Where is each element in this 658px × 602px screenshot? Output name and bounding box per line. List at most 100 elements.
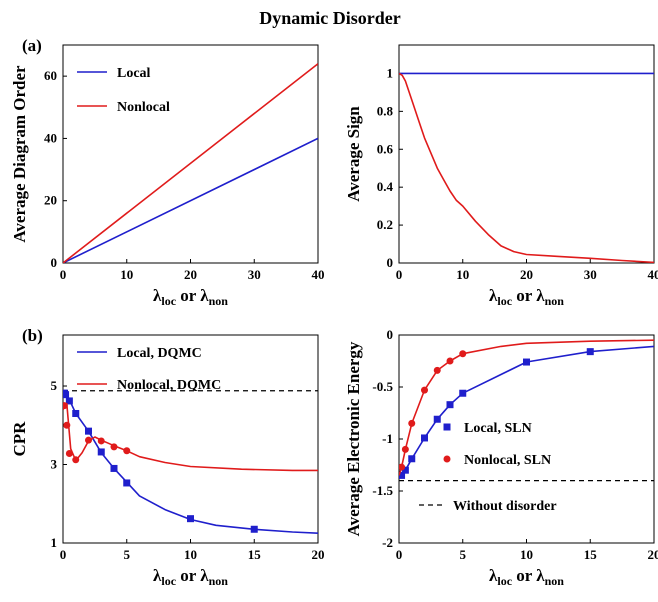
- y-tick-label: 0.2: [377, 217, 393, 232]
- data-point: [523, 358, 530, 366]
- data-point: [110, 443, 118, 451]
- y-tick-label: 1: [387, 65, 394, 80]
- y-tick-label: 0.6: [377, 141, 394, 156]
- data-point: [401, 466, 409, 474]
- data-point: [586, 348, 594, 356]
- legend-entry: Local: [77, 66, 151, 81]
- data-point: [408, 419, 416, 427]
- legend-entry: Nonlocal, DQMC: [77, 378, 221, 393]
- series-line: [399, 72, 654, 263]
- x-tick-label: 20: [648, 547, 658, 562]
- data-point: [446, 357, 454, 365]
- legend-swatch: [443, 423, 451, 431]
- legend-entry: Nonlocal, SLN: [443, 453, 551, 468]
- legend-entry: Nonlocal: [77, 100, 170, 115]
- x-axis-label: λloc or λnon: [153, 286, 228, 308]
- data-point: [123, 447, 131, 455]
- x-tick-label: 10: [120, 267, 133, 282]
- x-tick-label: 5: [124, 547, 131, 562]
- data-point: [72, 409, 80, 417]
- y-tick-label: 3: [51, 457, 58, 472]
- x-tick-label: 30: [248, 267, 261, 282]
- legend-label: Local, DQMC: [117, 346, 202, 361]
- data-point: [459, 350, 467, 358]
- x-tick-label: 10: [520, 547, 533, 562]
- legend-entry: Without disorder: [419, 499, 557, 514]
- x-tick-label: 20: [184, 267, 197, 282]
- data-point: [63, 421, 71, 429]
- x-axis-label: λloc or λnon: [489, 566, 564, 588]
- panel-average-sign: 0 10 20 30 40 0 0.2 0.4 0.6 0.8 1 λloc or λnon Avera…: [344, 44, 658, 308]
- legend-label: Without disorder: [453, 499, 557, 514]
- x-tick-label: 0: [60, 267, 67, 282]
- series-line: [63, 391, 318, 534]
- x-tick-label: 30: [584, 267, 597, 282]
- data-point: [65, 397, 73, 405]
- panel-diagram-order: 0 10 20 30 40 0 20 40 60 λloc or λnon Average Diag…: [10, 36, 325, 308]
- series-line: [63, 402, 318, 472]
- data-point: [110, 464, 118, 472]
- series-line: [63, 63, 318, 263]
- y-tick-label: -1: [382, 431, 393, 446]
- figure-title: Dynamic Disorder: [259, 8, 400, 28]
- x-tick-label: 20: [312, 547, 325, 562]
- y-tick-label: 0.4: [377, 179, 394, 194]
- legend-swatch: [443, 455, 451, 463]
- legend-label: Nonlocal, SLN: [464, 453, 551, 468]
- series-layer: [399, 339, 654, 480]
- panel-electronic-energy: 0 5 10 15 20 -2 -1.5 -1 -0.5 0 λloc or λnon Average…: [344, 327, 658, 588]
- series-line: [63, 137, 318, 263]
- x-tick-label: 15: [584, 547, 598, 562]
- data-point: [123, 479, 131, 487]
- data-point: [85, 427, 92, 435]
- panel-label: (b): [22, 326, 43, 345]
- data-point: [421, 434, 428, 442]
- x-tick-label: 0: [60, 547, 67, 562]
- data-point: [399, 471, 406, 479]
- x-tick-label: 5: [460, 547, 467, 562]
- y-tick-label: -0.5: [372, 379, 393, 394]
- x-tick-label: 0: [396, 267, 403, 282]
- data-point: [63, 402, 68, 410]
- y-axis-label: CPR: [10, 421, 29, 457]
- data-point: [433, 366, 441, 374]
- x-axis-label: λloc or λnon: [489, 286, 564, 308]
- data-point: [401, 445, 409, 453]
- data-point: [97, 448, 105, 456]
- y-tick-label: 0.8: [377, 103, 394, 118]
- data-point: [408, 455, 416, 463]
- y-axis-label: Average Electronic Energy: [344, 341, 363, 536]
- data-point: [85, 436, 92, 444]
- data-point: [421, 386, 428, 394]
- x-tick-label: 0: [396, 547, 403, 562]
- y-axis-label: Average Diagram Order: [10, 65, 29, 243]
- y-tick-label: -1.5: [372, 483, 393, 498]
- y-tick-label: 1: [51, 535, 58, 550]
- data-point: [433, 415, 441, 423]
- data-point: [65, 450, 73, 458]
- x-tick-label: 20: [520, 267, 533, 282]
- x-tick-label: 10: [184, 547, 197, 562]
- data-point: [187, 515, 194, 523]
- plot-frame: [398, 44, 655, 264]
- x-tick-label: 10: [456, 267, 469, 282]
- series-layer: [63, 389, 318, 534]
- legend-label: Local, SLN: [464, 421, 532, 436]
- y-tick-label: 0: [387, 255, 394, 270]
- data-point: [446, 401, 454, 409]
- y-tick-label: 0: [387, 327, 394, 342]
- data-point: [250, 525, 258, 533]
- legend-label: Nonlocal, DQMC: [117, 378, 221, 393]
- data-point: [459, 389, 467, 397]
- y-tick-label: 40: [44, 130, 57, 145]
- y-tick-label: 60: [44, 68, 57, 83]
- y-tick-label: -2: [382, 535, 393, 550]
- panel-label: (a): [22, 36, 42, 55]
- series-layer: [63, 63, 318, 263]
- plot-frame: [62, 44, 319, 264]
- data-point: [399, 463, 406, 471]
- y-axis-label: Average Sign: [344, 106, 363, 202]
- data-point: [72, 456, 80, 464]
- panel-cpr: 0 5 10 15 20 1 3 5 λloc or λnon CPR (b) Local, DQMC…: [10, 326, 325, 588]
